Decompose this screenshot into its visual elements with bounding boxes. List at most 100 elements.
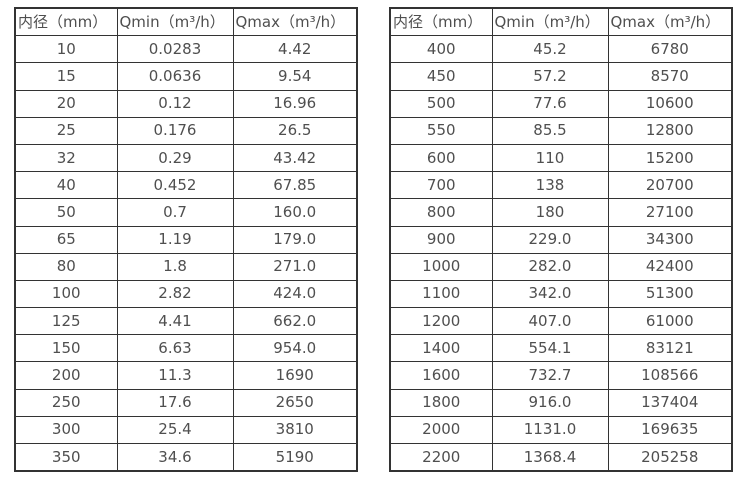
qmax-cell: 61000 — [607, 307, 733, 336]
qmin-cell: 6.63 — [116, 334, 234, 363]
qmin-cell: 110 — [491, 143, 609, 173]
qmin-cell: 554.1 — [491, 334, 609, 363]
table-row: 40 0.452 67.85 — [14, 171, 358, 200]
diameter-cell: 150 — [14, 334, 118, 363]
table-row: 700 138 20700 — [389, 171, 733, 200]
qmin-cell: 45.2 — [491, 35, 609, 64]
diameter-cell: 300 — [14, 415, 118, 445]
diameter-cell: 10 — [14, 35, 118, 64]
qmin-cell: 0.452 — [116, 171, 234, 200]
diameter-cell: 100 — [14, 279, 118, 309]
qmin-cell: 77.6 — [491, 89, 609, 118]
qmin-cell: 1.8 — [116, 252, 234, 281]
qmax-cell: 954.0 — [232, 334, 358, 363]
diameter-cell: 400 — [389, 35, 493, 64]
qmin-cell: 85.5 — [491, 116, 609, 145]
diameter-cell: 550 — [389, 116, 493, 145]
qmin-cell: 0.29 — [116, 143, 234, 173]
diameter-cell: 1100 — [389, 279, 493, 309]
table-row: 10 0.0283 4.42 — [14, 35, 358, 64]
qmin-cell: 1368.4 — [491, 443, 609, 472]
qmax-cell: 662.0 — [232, 307, 358, 336]
column-header-qmax: Qmax（m³/h） — [232, 7, 358, 37]
table-row: 300 25.4 3810 — [14, 415, 358, 445]
diameter-cell: 125 — [14, 307, 118, 336]
table-row: 2200 1368.4 205258 — [389, 443, 733, 472]
table-row: 400 45.2 6780 — [389, 35, 733, 64]
qmin-cell: 407.0 — [491, 307, 609, 336]
qmin-cell: 0.7 — [116, 198, 234, 227]
table-row: 100 2.82 424.0 — [14, 279, 358, 309]
diameter-cell: 2000 — [389, 415, 493, 445]
qmax-cell: 12800 — [607, 116, 733, 145]
diameter-cell: 25 — [14, 116, 118, 145]
table-row: 1400 554.1 83121 — [389, 334, 733, 363]
qmin-cell: 57.2 — [491, 62, 609, 91]
qmax-cell: 10600 — [607, 89, 733, 118]
table-row: 250 17.6 2650 — [14, 388, 358, 417]
table-row: 25 0.176 26.5 — [14, 116, 358, 145]
qmax-cell: 3810 — [232, 415, 358, 445]
table-row: 1100 342.0 51300 — [389, 279, 733, 309]
qmax-cell: 26.5 — [232, 116, 358, 145]
diameter-cell: 80 — [14, 252, 118, 281]
qmin-cell: 916.0 — [491, 388, 609, 417]
qmax-cell: 83121 — [607, 334, 733, 363]
column-header-diameter: 内径（mm） — [389, 7, 493, 37]
diameter-cell: 65 — [14, 225, 118, 254]
qmin-cell: 34.6 — [116, 443, 234, 472]
qmax-cell: 179.0 — [232, 225, 358, 254]
diameter-cell: 800 — [389, 198, 493, 227]
qmax-cell: 34300 — [607, 225, 733, 254]
qmin-cell: 342.0 — [491, 279, 609, 309]
table-row: 50 0.7 160.0 — [14, 198, 358, 227]
diameter-cell: 1800 — [389, 388, 493, 417]
qmin-cell: 0.12 — [116, 89, 234, 118]
diameter-cell: 2200 — [389, 443, 493, 472]
qmax-cell: 15200 — [607, 143, 733, 173]
diameter-cell: 700 — [389, 171, 493, 200]
table-row: 32 0.29 43.42 — [14, 143, 358, 173]
qmin-cell: 0.176 — [116, 116, 234, 145]
table-row: 1000 282.0 42400 — [389, 252, 733, 281]
table-row: 15 0.0636 9.54 — [14, 62, 358, 91]
qmin-cell: 11.3 — [116, 361, 234, 390]
table-row: 150 6.63 954.0 — [14, 334, 358, 363]
qmax-cell: 169635 — [607, 415, 733, 445]
qmax-cell: 42400 — [607, 252, 733, 281]
table-header-row: 内径（mm） Qmin（m³/h） Qmax（m³/h） — [14, 7, 358, 37]
diameter-cell: 250 — [14, 388, 118, 417]
qmin-cell: 180 — [491, 198, 609, 227]
diameter-cell: 1600 — [389, 361, 493, 390]
qmin-cell: 4.41 — [116, 307, 234, 336]
table-body: 400 45.2 6780 450 57.2 8570 500 77.6 10600 550 85.… — [389, 35, 733, 472]
qmin-cell: 282.0 — [491, 252, 609, 281]
diameter-cell: 900 — [389, 225, 493, 254]
table-row: 900 229.0 34300 — [389, 225, 733, 254]
qmax-cell: 5190 — [232, 443, 358, 472]
qmin-cell: 138 — [491, 171, 609, 200]
diameter-cell: 1200 — [389, 307, 493, 336]
column-header-diameter: 内径（mm） — [14, 7, 118, 37]
qmax-cell: 4.42 — [232, 35, 358, 64]
diameter-cell: 350 — [14, 443, 118, 472]
qmin-cell: 2.82 — [116, 279, 234, 309]
qmax-cell: 6780 — [607, 35, 733, 64]
qmax-cell: 1690 — [232, 361, 358, 390]
diameter-cell: 20 — [14, 89, 118, 118]
table-row: 125 4.41 662.0 — [14, 307, 358, 336]
diameter-cell: 500 — [389, 89, 493, 118]
qmax-cell: 16.96 — [232, 89, 358, 118]
table-row: 2000 1131.0 169635 — [389, 415, 733, 445]
table-row: 550 85.5 12800 — [389, 116, 733, 145]
flow-spec-table-small-diameters: 内径（mm） Qmin（m³/h） Qmax（m³/h） 10 0.0283 4.4… — [14, 7, 358, 473]
diameter-cell: 200 — [14, 361, 118, 390]
qmax-cell: 9.54 — [232, 62, 358, 91]
flow-spec-table-large-diameters: 内径（mm） Qmin（m³/h） Qmax（m³/h） 400 45.2 6780… — [389, 7, 733, 473]
diameter-cell: 32 — [14, 143, 118, 173]
qmax-cell: 424.0 — [232, 279, 358, 309]
tables-wrap: 内径（mm） Qmin（m³/h） Qmax（m³/h） 10 0.0283 4.4… — [14, 7, 733, 473]
column-header-qmax: Qmax（m³/h） — [607, 7, 733, 37]
qmin-cell: 732.7 — [491, 361, 609, 390]
diameter-cell: 1000 — [389, 252, 493, 281]
